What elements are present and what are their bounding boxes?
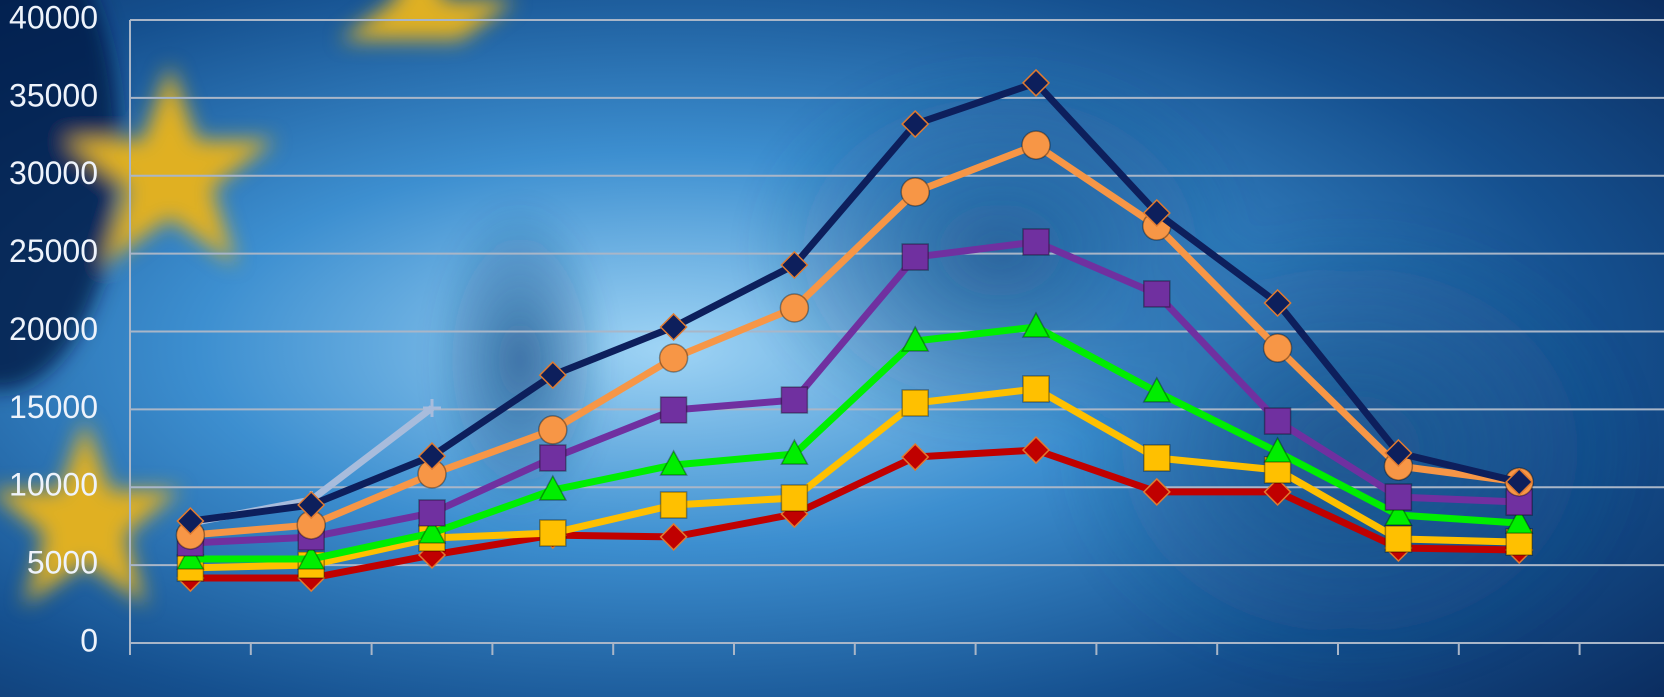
marker xyxy=(659,312,688,342)
marker xyxy=(659,522,688,551)
marker xyxy=(538,415,568,445)
marker xyxy=(780,484,809,512)
series-line xyxy=(190,141,1520,539)
marker xyxy=(780,250,809,280)
marker xyxy=(1263,436,1292,463)
marker xyxy=(659,491,688,519)
series-line xyxy=(190,385,1520,572)
marker xyxy=(1142,198,1171,228)
marker xyxy=(659,396,688,424)
series xyxy=(176,228,1533,557)
marker xyxy=(417,517,447,544)
marker xyxy=(538,474,568,501)
series-line xyxy=(190,446,1520,582)
marker xyxy=(1505,528,1533,556)
marker xyxy=(1021,311,1051,338)
marker xyxy=(780,438,809,465)
marker xyxy=(1142,376,1172,403)
marker xyxy=(1022,375,1050,403)
y-tick-label: 30000 xyxy=(9,155,98,191)
marker xyxy=(1142,477,1171,506)
marker xyxy=(1263,407,1292,435)
marker xyxy=(176,543,205,570)
y-tick-label: 0 xyxy=(80,622,98,658)
y-tick-label: 25000 xyxy=(9,233,98,269)
y-tick-label: 20000 xyxy=(9,311,98,347)
marker xyxy=(296,543,326,570)
marker xyxy=(1022,228,1050,256)
marker xyxy=(1263,477,1292,506)
marker xyxy=(1143,444,1171,472)
marker xyxy=(1021,68,1051,97)
marker xyxy=(423,398,441,417)
marker xyxy=(418,499,446,527)
series xyxy=(175,130,1534,550)
series xyxy=(176,68,1534,536)
marker xyxy=(1504,507,1534,534)
marker xyxy=(539,444,567,472)
marker xyxy=(176,506,205,536)
marker xyxy=(539,519,567,547)
marker xyxy=(901,442,930,472)
marker xyxy=(659,449,688,476)
marker xyxy=(901,243,929,271)
series-line xyxy=(190,238,1520,547)
marker xyxy=(1263,288,1292,318)
marker xyxy=(1384,525,1413,553)
marker xyxy=(1262,333,1293,363)
marker xyxy=(417,442,447,471)
marker xyxy=(297,490,326,520)
marker xyxy=(1143,280,1171,308)
marker xyxy=(901,389,929,417)
marker xyxy=(900,177,930,207)
series-line xyxy=(190,323,1520,563)
y-tick-label: 15000 xyxy=(9,389,98,425)
marker xyxy=(780,386,809,414)
y-tick-label: 40000 xyxy=(9,0,98,35)
marker xyxy=(1021,130,1051,160)
marker xyxy=(538,361,567,390)
y-tick-label: 10000 xyxy=(9,467,98,503)
y-tick-label: 35000 xyxy=(9,77,98,113)
marker xyxy=(779,293,810,323)
marker xyxy=(900,325,930,352)
marker xyxy=(1384,499,1413,526)
marker xyxy=(1021,435,1051,465)
marker xyxy=(1384,438,1413,468)
marker xyxy=(658,343,689,373)
marker xyxy=(1384,483,1413,511)
y-tick-label: 5000 xyxy=(27,545,98,581)
series xyxy=(176,311,1534,570)
series-line xyxy=(189,79,1521,525)
marker xyxy=(901,109,930,139)
marker xyxy=(1505,467,1534,497)
